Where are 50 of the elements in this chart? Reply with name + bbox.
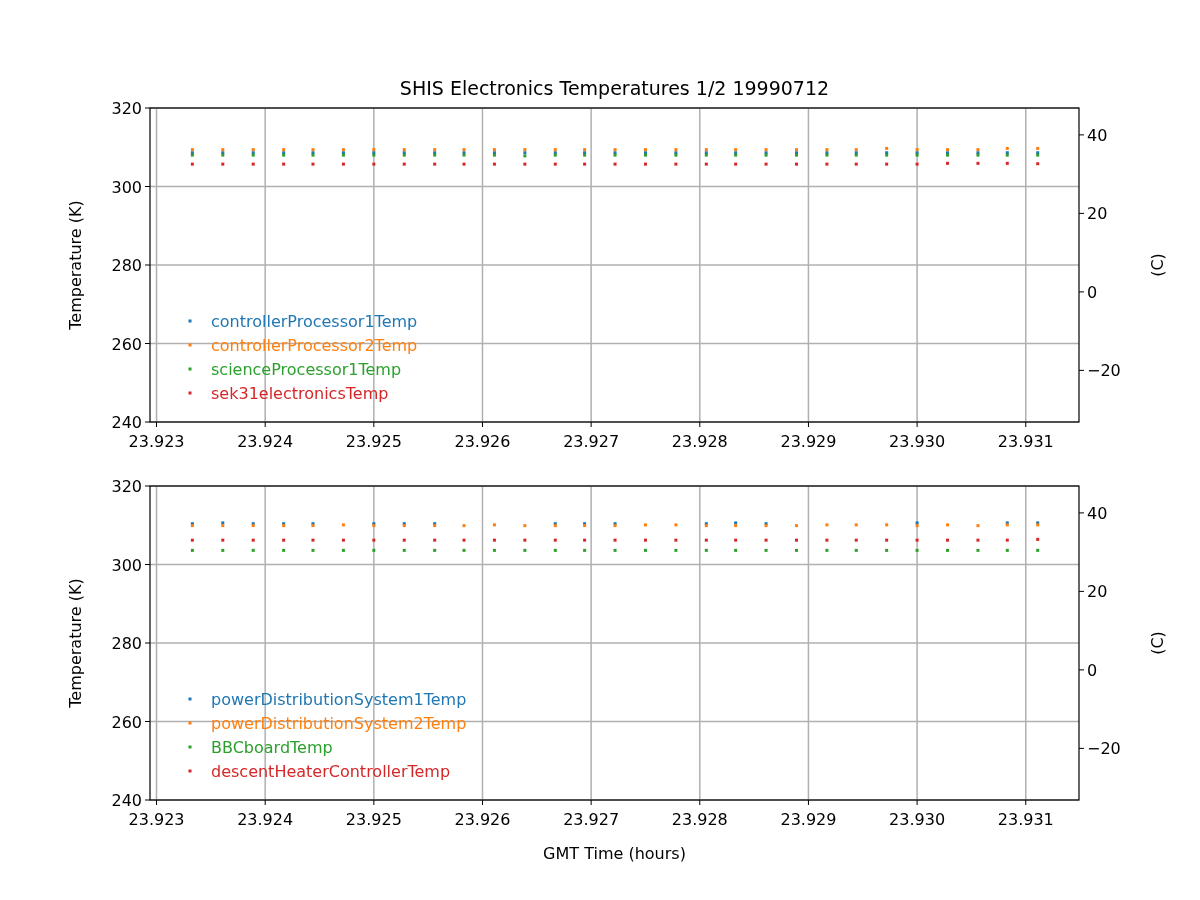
x-tick-label: 23.926 [454,810,511,829]
y2-tick-label: 20 [1087,582,1108,602]
x-tick-label: 23.924 [237,432,294,451]
legend-label: controllerProcessor1Temp [211,312,418,331]
x-tick-label: 23.926 [454,432,511,451]
y2-tick-label: 20 [1087,204,1108,224]
x-tick-label: 23.931 [997,432,1054,451]
x-tick-label: 23.928 [671,432,728,451]
x-tick-label: 23.927 [563,432,620,451]
x-tick-label: 23.925 [345,810,402,829]
legend-label: BBCboardTemp [211,738,333,757]
legend-label: controllerProcessor2Temp [211,336,418,355]
y2-tick-label: −20 [1087,361,1121,381]
y-tick-label: 320 [111,99,142,118]
x-tick-label: 23.929 [780,432,837,451]
y2-axis-title: (C) [1148,631,1167,655]
y2-tick-label: −20 [1087,739,1121,759]
y-axis-title: Temperature (K) [66,200,85,331]
y-tick-label: 260 [111,712,142,732]
y-tick-label: 300 [111,177,142,197]
y2-tick-label: 0 [1087,282,1098,302]
x-tick-label: 23.931 [997,810,1054,829]
x-tick-label: 23.925 [345,432,402,451]
y2-tick-label: 40 [1087,125,1108,145]
y-tick-label: 300 [111,555,142,575]
x-axis-title: GMT Time (hours) [543,844,686,863]
legend-label: scienceProcessor1Temp [211,360,402,379]
x-tick-label: 23.927 [563,810,620,829]
y2-tick-label: 0 [1087,660,1098,680]
x-tick-label: 23.929 [780,810,837,829]
x-tick-label: 23.930 [889,432,946,451]
legend-label: powerDistributionSystem1Temp [211,690,467,709]
legend-label: powerDistributionSystem2Temp [211,714,467,733]
y-tick-label: 280 [111,256,142,275]
y-axis-title: Temperature (K) [66,578,85,709]
x-tick-label: 23.923 [128,810,185,829]
y-tick-label: 240 [111,413,142,432]
chart-title: SHIS Electronics Temperatures 1/2 19990712 [399,77,830,99]
y-tick-label: 320 [111,477,142,496]
x-tick-label: 23.923 [128,432,185,451]
x-tick-label: 23.924 [237,810,294,829]
y-tick-label: 240 [111,791,142,810]
y-tick-label: 280 [111,634,142,653]
y2-axis-title: (C) [1148,253,1167,277]
y2-tick-label: 40 [1087,503,1108,523]
y-tick-label: 260 [111,334,142,354]
x-tick-label: 23.930 [889,810,946,829]
legend-label: sek31electronicsTemp [211,384,389,403]
x-tick-label: 23.928 [671,810,728,829]
legend-label: descentHeaterControllerTemp [211,762,451,781]
